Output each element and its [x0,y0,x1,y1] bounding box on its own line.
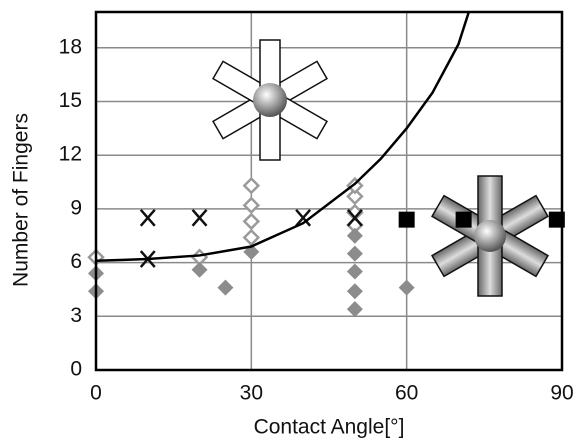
point [346,263,363,280]
curve [95,11,470,263]
point [346,227,363,244]
point [242,196,261,215]
point [242,228,261,247]
point [398,211,415,228]
point [346,301,363,318]
point [242,212,261,231]
point [139,209,156,227]
point [346,245,363,262]
point [295,209,312,227]
point [346,209,363,227]
point [242,176,261,195]
x-tick-label: 30 [240,382,263,405]
point [398,279,415,296]
point [191,209,208,227]
inset-small [212,39,328,161]
y-tick-label: 18 [59,35,82,58]
point [346,283,363,300]
y-tick-label: 12 [59,143,82,166]
y-tick-label: 3 [70,304,82,327]
x-tick-label: 60 [395,382,418,405]
point [346,187,364,206]
x-tick-label: 90 [550,382,573,405]
y-tick-label: 15 [59,89,82,112]
y-axis-title: Number of Fingers [10,113,33,287]
point [455,211,472,228]
inset-large [431,175,549,297]
plot-frame [94,10,564,372]
y-tick-label: 0 [70,358,82,381]
x-tick-label: 0 [90,382,102,405]
marks-layer [87,11,565,318]
y-tick-label: 9 [70,196,82,219]
point [217,279,234,296]
y-tick-label: 6 [70,250,82,273]
point [346,176,364,195]
x-axis-title: Contact Angle[°] [254,416,405,439]
point [191,261,208,278]
